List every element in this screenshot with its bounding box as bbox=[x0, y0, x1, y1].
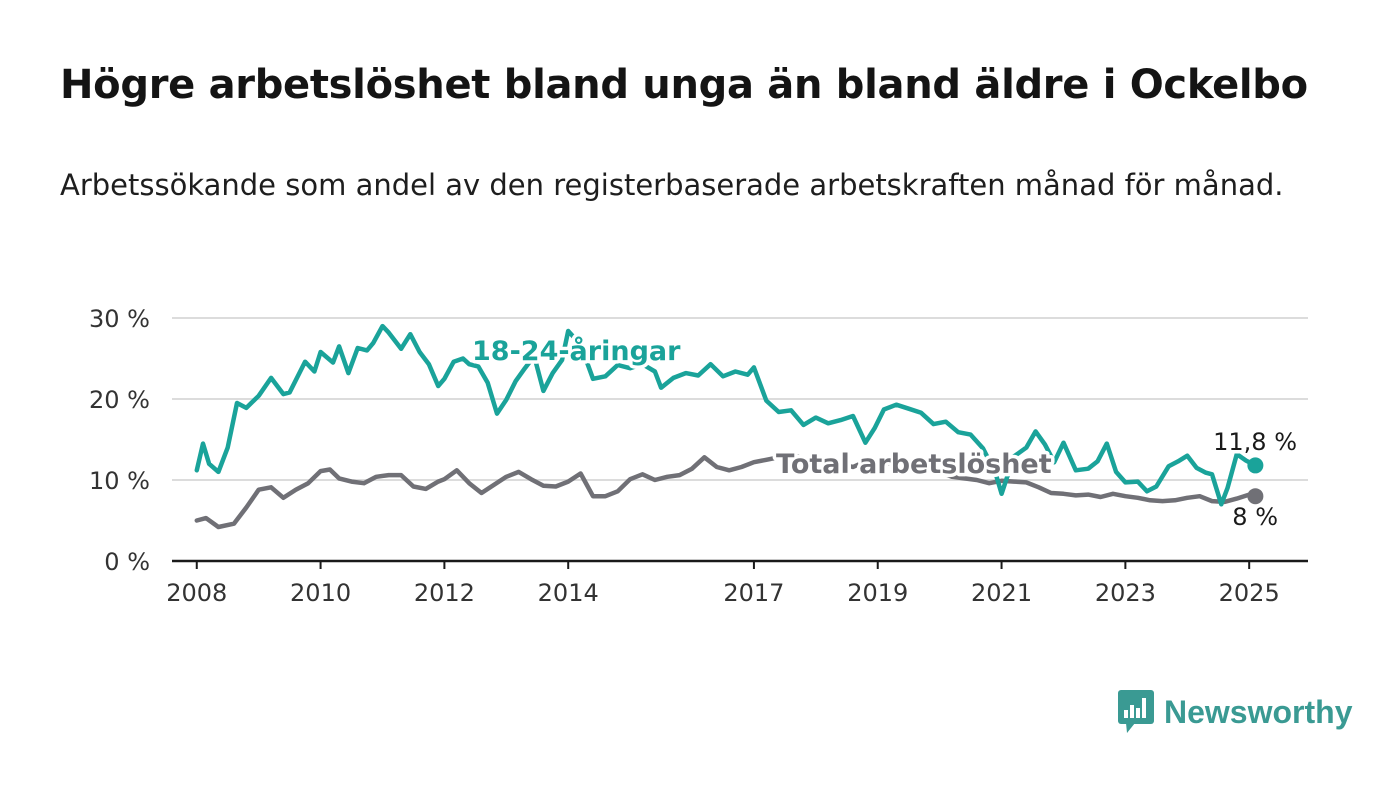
newsworthy-wordmark: Newsworthy bbox=[1164, 693, 1353, 730]
newsworthy-logo-icon bbox=[1118, 690, 1154, 733]
end-point-youth bbox=[1247, 457, 1264, 474]
x-tick-label: 2023 bbox=[1095, 579, 1156, 607]
x-tick-label: 2021 bbox=[971, 579, 1032, 607]
series-label-youth-halo: 18-24-åringar bbox=[472, 335, 681, 367]
y-tick-label: 30 % bbox=[89, 305, 150, 333]
end-label-youth: 11,8 % bbox=[1213, 428, 1297, 456]
series-label-youth: 18-24-åringar bbox=[472, 335, 681, 367]
series-label-total-halo: Total arbetslöshet bbox=[776, 449, 1052, 480]
gridlines bbox=[172, 317, 1308, 481]
x-tick-label: 2012 bbox=[414, 579, 475, 607]
x-tick-label: 2008 bbox=[166, 579, 227, 607]
series-line-youth bbox=[194, 323, 1258, 507]
y-tick-label: 10 % bbox=[89, 467, 150, 495]
x-tick-label: 2017 bbox=[723, 579, 784, 607]
chart-title: Högre arbetslöshet bland unga än bland ä… bbox=[60, 62, 1308, 108]
series bbox=[194, 323, 1264, 530]
end-label-total-halo: 8 % bbox=[1232, 503, 1278, 531]
x-tick-label: 2010 bbox=[290, 579, 351, 607]
end-label-total: 8 % bbox=[1232, 503, 1278, 531]
end-point-total bbox=[1247, 488, 1264, 505]
x-tick-label: 2014 bbox=[538, 579, 599, 607]
x-tick-label: 2025 bbox=[1219, 579, 1280, 607]
series-line-total bbox=[194, 451, 1258, 530]
axes: 0 % 10 % 20 % 30 % 2008 2010 2012 2014 2017 2019 2… bbox=[89, 305, 1308, 607]
x-tick-label: 2019 bbox=[847, 579, 908, 607]
newsworthy-logo[interactable]: Newsworthy bbox=[1118, 690, 1352, 734]
chart-subtitle: Arbetssökande som andel av den registerb… bbox=[60, 168, 1284, 202]
y-tick-label: 0 % bbox=[104, 548, 150, 576]
series-label-total: Total arbetslöshet bbox=[776, 449, 1052, 480]
end-label-youth-halo: 11,8 % bbox=[1213, 428, 1297, 456]
y-tick-label: 20 % bbox=[89, 386, 150, 414]
